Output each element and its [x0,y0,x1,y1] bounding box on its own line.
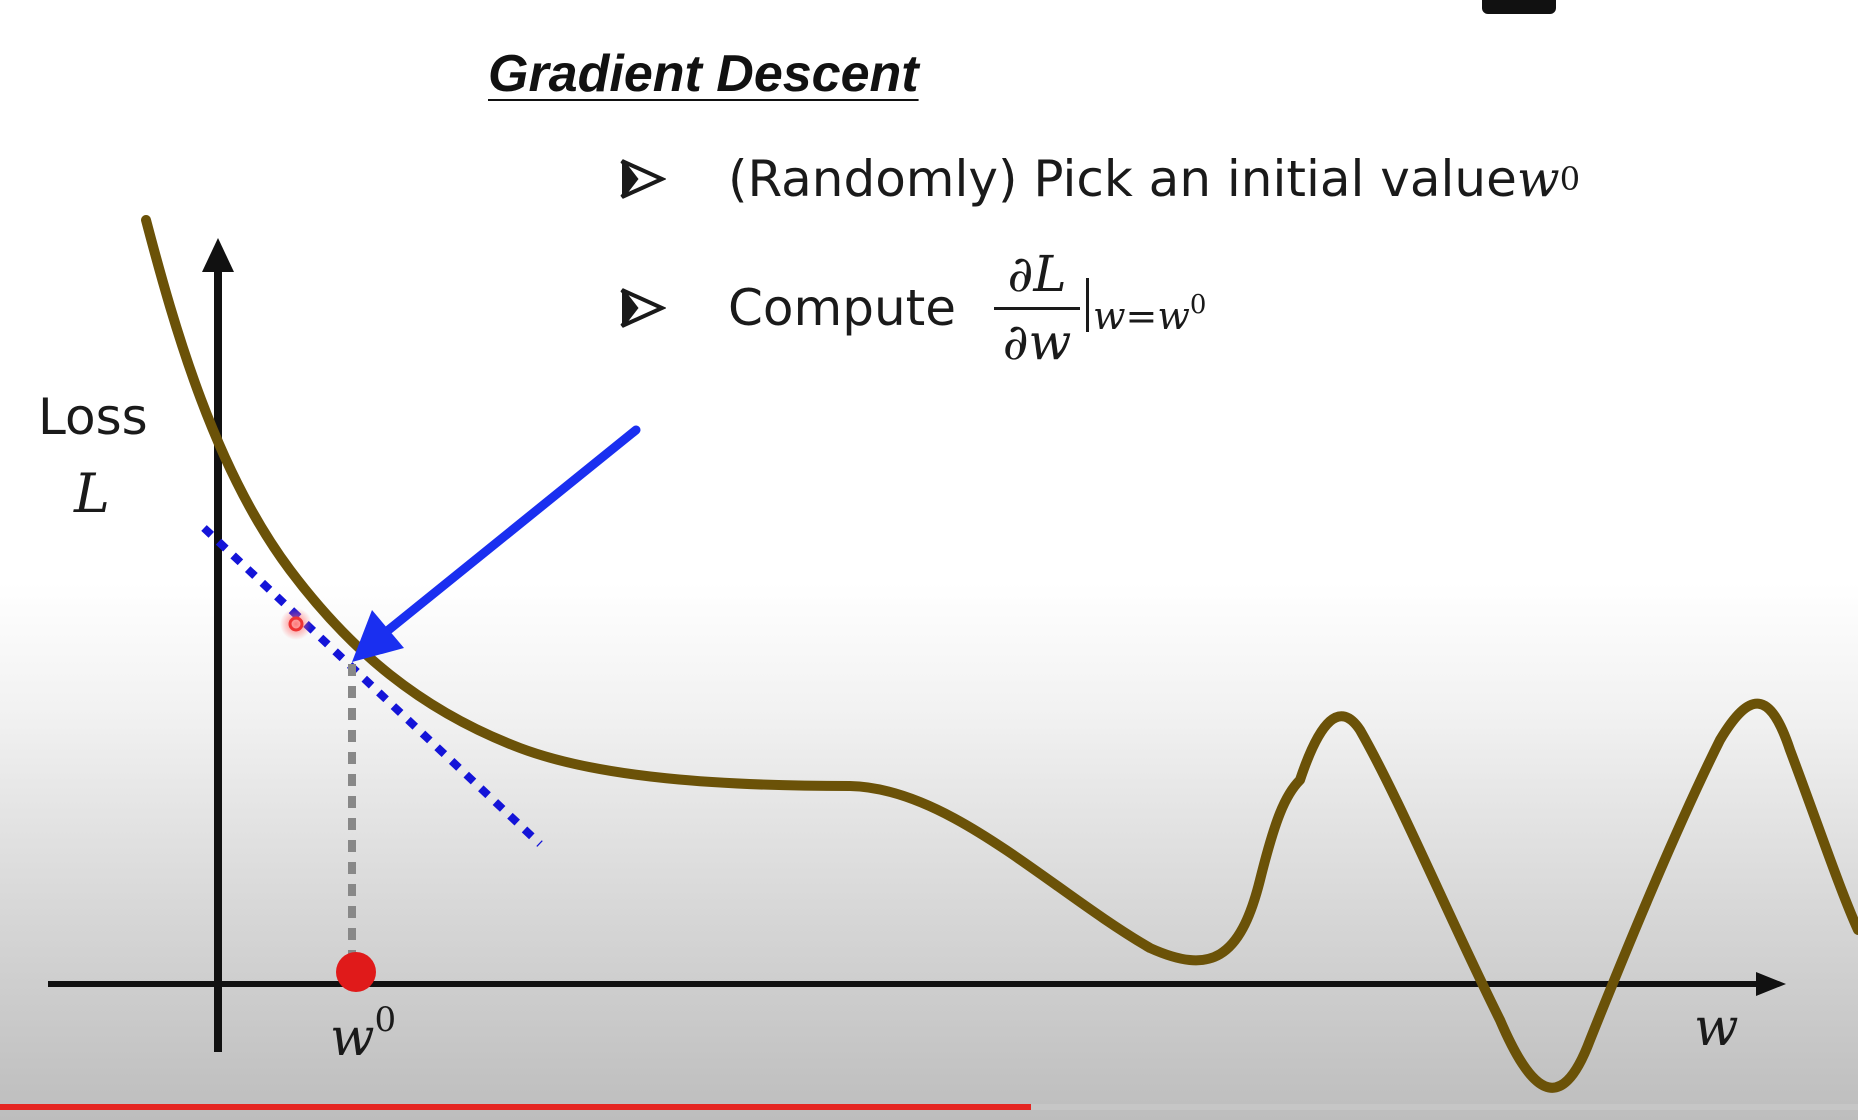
x-axis-arrowhead [1756,972,1786,996]
bullet-math-w: w [1516,150,1560,208]
derivative-fraction: ∂L ∂w [994,245,1081,371]
tangent-line [201,525,543,847]
evaluation-subscript: w=w0 [1093,290,1207,338]
slide-title: Gradient Descent [488,45,919,103]
fraction-denominator: ∂w [1002,312,1072,371]
evaluation-bar: w=w0 [1086,248,1206,368]
initial-point-label: w0 [330,1000,397,1068]
video-progress-fill [0,1104,1032,1110]
fraction-line [994,306,1081,310]
bullet-math-sup: 0 [1559,160,1581,198]
y-axis-symbol: L [74,462,110,525]
arrow-bullet-icon [620,288,666,328]
fraction-numerator: ∂L [1007,245,1067,303]
arrow-bullet-icon [620,159,666,199]
y-axis-arrowhead [202,238,234,272]
laser-pointer [288,616,304,632]
bullet-text: (Randomly) Pick an initial value [728,150,1517,208]
pointer-arrow-shaft [381,425,641,637]
x-axis-label: w [1694,998,1739,1058]
pointer-arrow-head [352,610,404,662]
loss-curve [141,215,1858,1093]
initial-point [336,952,376,992]
bullet-pick-initial: (Randomly) Pick an initial value w 0 [618,150,1580,208]
laser-pointer-glow [280,608,312,640]
bullet-compute-derivative: Compute ∂L ∂w w=w0 [618,248,1206,368]
evaluation-bar-line [1086,278,1090,332]
top-overlay-tab [1482,0,1556,14]
y-axis-label: Loss [38,388,148,446]
bullet-text: Compute [728,279,957,337]
video-progress-bar[interactable] [0,1104,1858,1110]
